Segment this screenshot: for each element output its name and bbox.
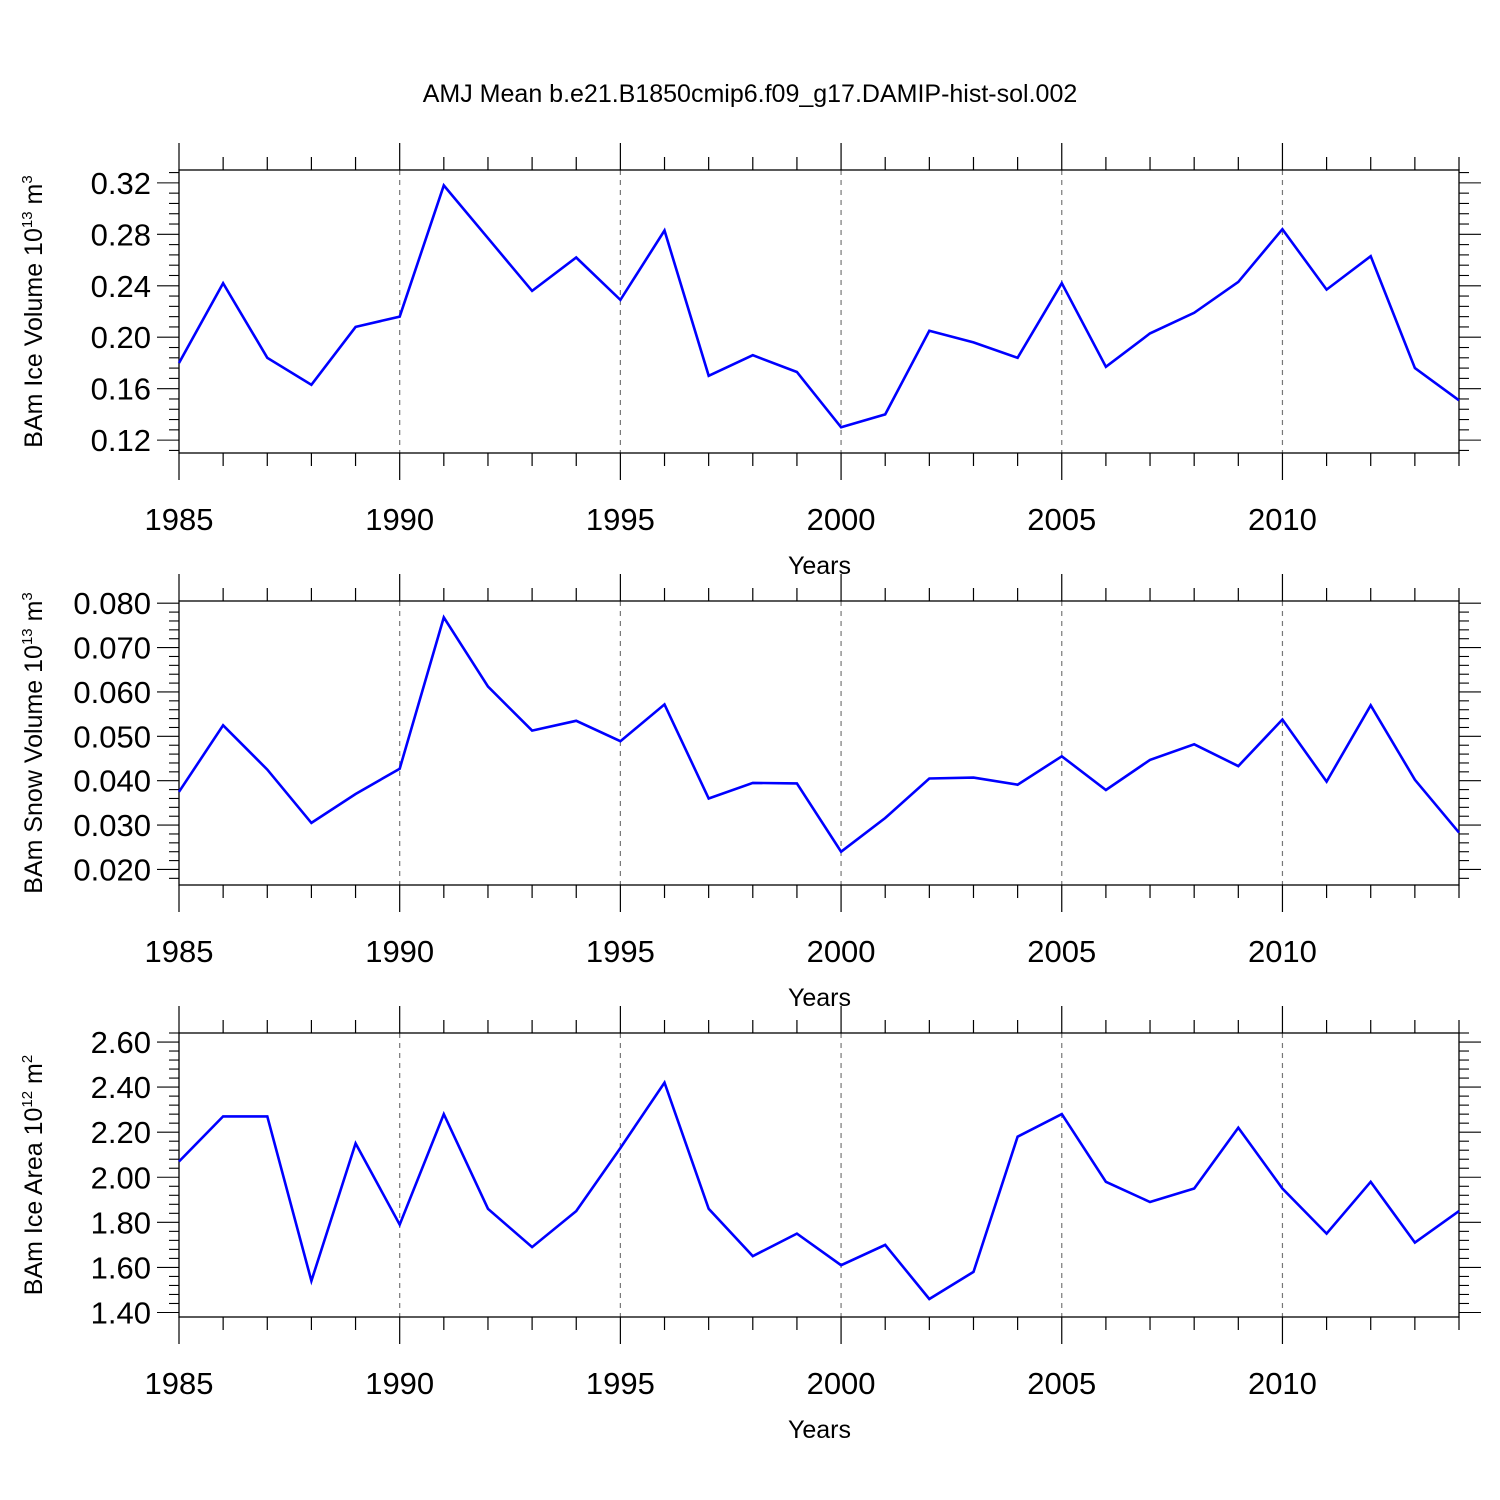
y-tick-label: 0.32	[91, 166, 151, 201]
x-tick-label: 1985	[145, 502, 214, 537]
y-axis-label: BAm Snow Volume 1013 m3	[19, 592, 48, 894]
x-tick-label: 2000	[807, 934, 876, 969]
x-tick-label: 2010	[1248, 502, 1317, 537]
y-axis-label: BAm Ice Area 1012 m2	[19, 1055, 48, 1295]
x-tick-label: 2010	[1248, 934, 1317, 969]
y-tick-label: 0.16	[91, 372, 151, 407]
panel-snow-volume: 1985 1990 1995 2000 2005 2010Years0.0200.0300…	[19, 574, 1481, 1012]
x-tick-label: 2005	[1027, 1366, 1096, 1401]
y-tick-label: 0.24	[91, 269, 151, 304]
series-line	[178, 1079, 1460, 1301]
y-tick-label: 0.040	[73, 764, 151, 799]
y-tick-label: 2.00	[91, 1160, 151, 1195]
y-tick-label: 0.050	[73, 719, 151, 754]
y-axis-label: BAm Ice Volume 1013 m3	[19, 175, 48, 447]
y-tick-label: 1.40	[91, 1295, 151, 1330]
y-tick-label: 2.60	[91, 1025, 151, 1060]
y-tick-label: 0.080	[73, 586, 151, 621]
panel-ice-volume: 1985 1990 1995 2000 2005 2010Years0.120.160.2…	[19, 143, 1481, 580]
y-tick-label: 1.60	[91, 1250, 151, 1285]
x-tick-label: 1985	[145, 1366, 214, 1401]
y-tick-label: 0.12	[91, 423, 151, 458]
x-tick-label: 1995	[586, 934, 655, 969]
y-tick-label: 0.070	[73, 631, 151, 666]
y-tick-label: 0.28	[91, 217, 151, 252]
figure-title: AMJ Mean b.e21.B1850cmip6.f09_g17.DAMIP-…	[422, 80, 1078, 108]
y-tick-label: 2.20	[91, 1115, 151, 1150]
x-tick-label: 1985	[145, 934, 214, 969]
plot-frame	[178, 600, 1460, 886]
x-tick-label: 1990	[365, 502, 434, 537]
y-tick-label: 1.80	[91, 1205, 151, 1240]
y-tick-label: 0.020	[73, 852, 151, 887]
x-tick-label: 1990	[365, 934, 434, 969]
x-axis-label: Years	[788, 1416, 851, 1444]
x-tick-label: 2005	[1027, 934, 1096, 969]
x-tick-label: 1995	[586, 502, 655, 537]
y-tick-label: 0.20	[91, 320, 151, 355]
x-tick-label: 2010	[1248, 1366, 1317, 1401]
plot-frame	[178, 169, 1460, 454]
x-tick-label: 2005	[1027, 502, 1096, 537]
series-line	[177, 182, 1460, 429]
x-tick-label: 1995	[586, 1366, 655, 1401]
y-tick-label: 0.060	[73, 675, 151, 710]
panel-ice-area: 1985 1990 1995 2000 2005 2010 Years 1.40 1.60 1.8…	[19, 1006, 1481, 1444]
plot-frame	[178, 1032, 1460, 1318]
x-tick-label: 2000	[807, 502, 876, 537]
x-tick-label: 1990	[365, 1366, 434, 1401]
x-tick-label: 2000	[807, 1366, 876, 1401]
series-line	[177, 614, 1460, 854]
y-tick-label: 2.40	[91, 1070, 151, 1105]
y-tick-label: 0.030	[73, 808, 151, 843]
